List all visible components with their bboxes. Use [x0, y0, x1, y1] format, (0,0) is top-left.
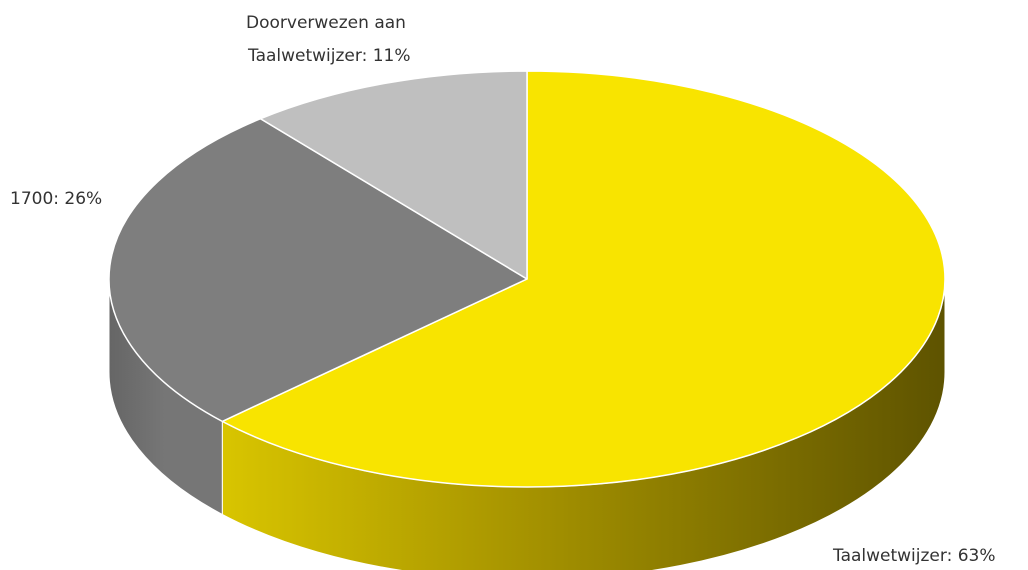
- pie-slice-doorverwezen-aan-taalwetwijzer: [259, 70, 528, 280]
- pie-slice-taalwetwijzer: [221, 70, 946, 488]
- slice-label-taalwetwijzer: Taalwetwijzer: 63%: [832, 546, 996, 566]
- pie-slice-1700: [108, 117, 528, 423]
- slice-label-doorverwezen-line2: Taalwetwijzer: 11%: [247, 46, 411, 66]
- slice-label-1700: 1700: 26%: [10, 189, 102, 209]
- slice-label-doorverwezen-line1: Doorverwezen aan: [246, 13, 406, 33]
